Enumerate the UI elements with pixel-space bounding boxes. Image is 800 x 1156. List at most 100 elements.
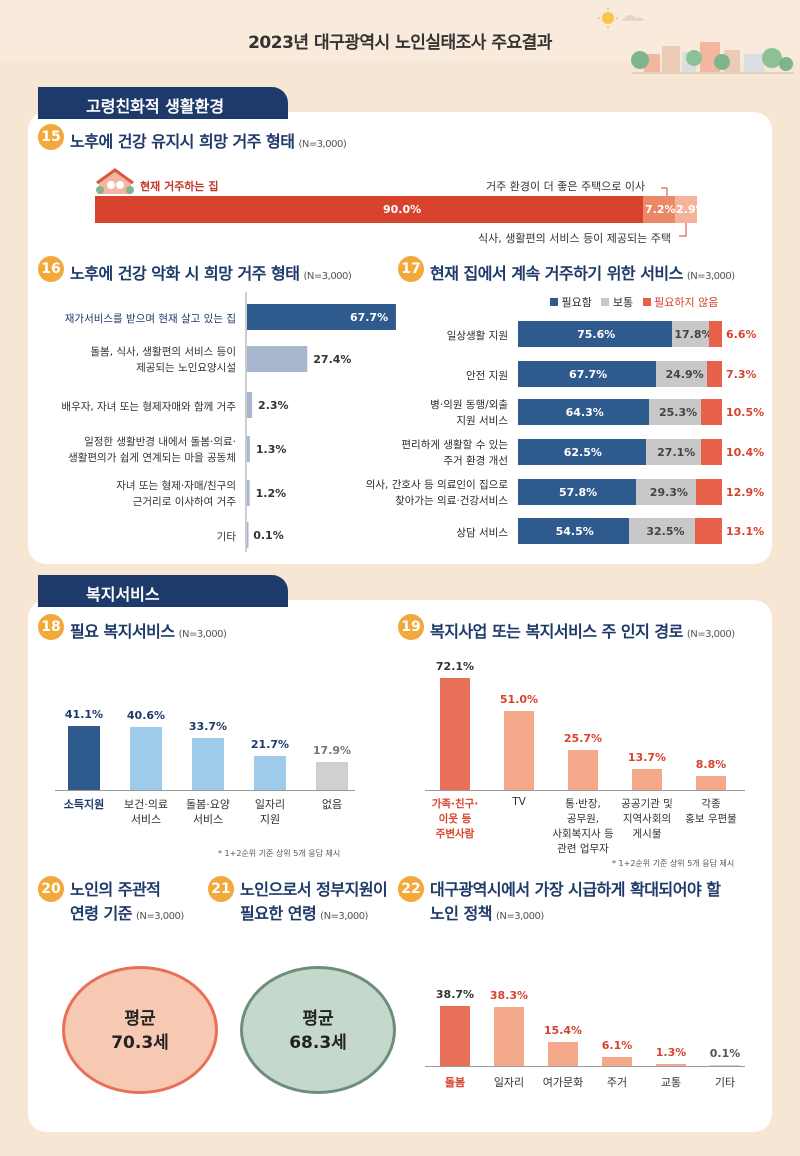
q22-bar xyxy=(494,1006,524,1066)
q17-value-noneed: 7.3% xyxy=(726,368,757,381)
q19-title: 복지사업 또는 복지서비스 주 인지 경로 (N=3,000) xyxy=(430,618,735,642)
q16-bar xyxy=(247,480,250,506)
q19-title-text: 복지사업 또는 복지서비스 주 인지 경로 xyxy=(430,622,683,641)
q16-value: 67.7% xyxy=(349,311,389,324)
q20-avg-label: 평균 xyxy=(124,1009,156,1029)
q17-value-need: 57.8% xyxy=(558,486,598,499)
q17-seg-need xyxy=(518,321,673,347)
q17-value-need: 64.3% xyxy=(565,406,604,419)
q16-label-line2: 제공되는 노인요양시설 xyxy=(136,362,236,374)
q21-n: (N=3,000) xyxy=(320,911,368,922)
q21-avg-value: 68.3세 xyxy=(289,1033,347,1053)
q17-seg-need xyxy=(518,399,650,425)
q19-n: (N=3,000) xyxy=(686,629,735,640)
q17-n: (N=3,000) xyxy=(686,271,735,282)
q17-value-normal: 24.9% xyxy=(665,368,704,381)
section-tab-living: 고령친화적 생활환경 xyxy=(38,87,288,119)
q18-label-line1: 소득지원 xyxy=(63,798,105,811)
q16-title-text: 노후에 건강 악화 시 희망 거주 형태 xyxy=(70,264,300,283)
q18-n: (N=3,000) xyxy=(178,629,227,640)
q19-axis xyxy=(425,790,745,791)
q15-chart xyxy=(95,187,697,237)
q18-title-text: 필요 복지서비스 xyxy=(70,622,175,641)
legend-swatch-noneed xyxy=(642,298,651,306)
q17-value-noneed: 6.6% xyxy=(726,328,757,341)
q22-label: 돌봄 xyxy=(444,1076,466,1089)
q17-label-line2: 찾아가는 의료·건강서비스 xyxy=(395,495,508,507)
q20-title-line2: 연령 기준 xyxy=(70,904,132,923)
q18-note: * 1+2순위 기준 상위 5개 응답 제시 xyxy=(218,849,341,858)
q15-n: (N=3,000) xyxy=(298,139,347,150)
q17-seg-need xyxy=(518,439,646,465)
sun-icon xyxy=(598,8,618,28)
q22-value: 38.7% xyxy=(435,988,475,1001)
q22-title-line2: 노인 정책 xyxy=(430,904,492,923)
q16-label: 기타 xyxy=(216,531,236,543)
q17-seg-normal xyxy=(645,439,701,465)
q15-value-home: 90.0% xyxy=(383,203,422,216)
q20-number: 20 xyxy=(38,876,64,902)
q18-bar xyxy=(316,762,348,790)
q20-n: (N=3,000) xyxy=(135,911,184,922)
legend-need: 필요함 xyxy=(561,296,592,309)
cloud-icon xyxy=(622,15,644,21)
q18-label-line2: 지원 xyxy=(259,813,281,826)
q17-value-noneed: 13.1% xyxy=(726,525,765,538)
q21-title-line1: 노인으로서 정부지원이 xyxy=(240,880,388,899)
q16-label-line1: 일정한 생활반경 내에서 돌봄·의료· xyxy=(84,436,236,448)
q17-seg-normal xyxy=(635,479,696,505)
q20-title: 노인의 주관적 연령 기준 (N=3,000) xyxy=(70,878,184,929)
q22-value: 38.3% xyxy=(489,988,529,1002)
q19-note: * 1+2순위 기준 상위 5개 응답 제시 xyxy=(612,859,735,868)
legend-swatch-need xyxy=(550,298,558,306)
q15-label-service: 식사, 생활편의 서비스 등이 제공되는 주택 xyxy=(478,232,672,245)
q18-bar xyxy=(68,726,100,790)
q17-value-normal: 32.5% xyxy=(646,525,685,538)
legend-normal: 보통 xyxy=(612,296,634,309)
q15-bar-home xyxy=(95,196,643,223)
q22-title: 대구광역시에서 가장 시급하게 확대되어야 할 노인 정책 (N=3,000) xyxy=(430,878,721,929)
q17-title: 현재 집에서 계속 거주하기 위한 서비스 (N=3,000) xyxy=(430,260,735,284)
q19-label-line: 가족·친구· xyxy=(431,798,479,810)
q19-value: 25.7% xyxy=(563,732,603,746)
q17-label: 일상생활 지원 xyxy=(446,330,508,342)
q18-value: 41.1% xyxy=(64,708,104,722)
q17-legend: 필요함 보통 필요하지 않음 xyxy=(550,294,718,310)
q19-label-line: 통·반장, xyxy=(565,798,601,810)
q16-n: (N=3,000) xyxy=(303,271,352,282)
q17-label-line1: 편리하게 생활할 수 있는 xyxy=(401,439,508,451)
q22-bar xyxy=(548,1042,578,1066)
q22-axis xyxy=(425,1066,745,1067)
q22-bar xyxy=(440,1006,470,1066)
q17-seg-noneed xyxy=(706,361,722,387)
q19-number: 19 xyxy=(398,614,424,640)
q17-label-line1: 의사, 간호사 등 의료인이 집으로 xyxy=(365,479,508,491)
q17-seg-need xyxy=(518,361,657,387)
q19-label-line: 주변사람 xyxy=(435,828,475,840)
q17-seg-noneed xyxy=(695,479,722,505)
q16-value: 1.2% xyxy=(255,487,287,500)
q22-n: (N=3,000) xyxy=(495,911,544,922)
q22-value: 15.4% xyxy=(543,1024,583,1038)
q16-bar xyxy=(247,436,250,462)
q22-value: 6.1% xyxy=(601,1038,633,1052)
q17-seg-normal xyxy=(672,321,709,347)
q18-value: 21.7% xyxy=(250,738,290,752)
q18-label-line1: 돌봄·요양 xyxy=(186,798,230,811)
q19-label-line: 공무원, xyxy=(566,813,600,825)
q19-value: 72.1% xyxy=(435,660,475,674)
q16-label: 재가서비스를 받으며 현재 살고 있는 집 xyxy=(64,313,236,325)
q20-avg-value: 70.3세 xyxy=(111,1033,169,1053)
q18-value: 33.7% xyxy=(188,719,228,733)
q18-bar xyxy=(192,737,224,790)
q18-bar xyxy=(254,756,286,790)
town-illustration xyxy=(598,8,794,74)
q16-label: 배우자, 자녀 또는 형제자매와 함께 거주 xyxy=(61,401,236,413)
house-icon xyxy=(96,168,134,194)
q16-value: 0.1% xyxy=(253,529,284,542)
q18-number: 18 xyxy=(38,614,64,640)
q17-seg-noneed xyxy=(695,518,723,544)
q17-value-need: 67.7% xyxy=(569,368,608,381)
q19-label-line: TV xyxy=(512,796,526,808)
q18-title: 필요 복지서비스 (N=3,000) xyxy=(70,618,227,642)
